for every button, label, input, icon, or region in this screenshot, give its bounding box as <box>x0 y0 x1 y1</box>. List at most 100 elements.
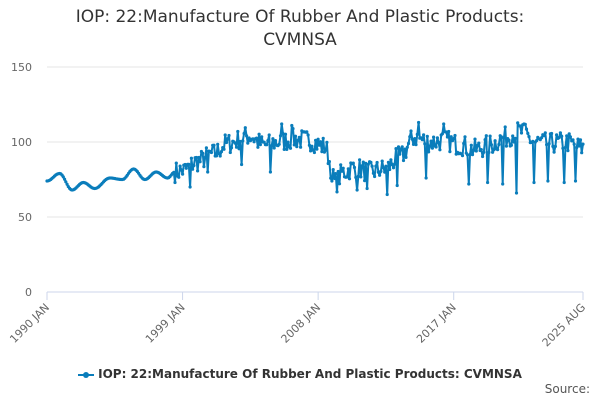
series-point <box>265 143 269 147</box>
series-point <box>63 177 67 181</box>
series-point <box>262 140 266 144</box>
series-point <box>580 151 584 155</box>
series-point <box>487 150 491 154</box>
y-axis: 0 50 100 150 <box>11 61 32 299</box>
series-point <box>365 186 369 191</box>
series-point <box>258 143 262 147</box>
series-point <box>473 137 477 141</box>
series-point <box>227 133 231 138</box>
series-point <box>560 134 564 138</box>
series-point <box>512 140 516 144</box>
chart-title-line-1: IOP: 22:Manufacture Of Rubber And Plasti… <box>75 7 525 27</box>
series-point <box>427 150 431 154</box>
series-point <box>413 137 417 141</box>
series-point <box>336 169 340 174</box>
series-point <box>477 141 481 145</box>
series-point <box>355 188 359 192</box>
series-point <box>523 122 527 126</box>
series-point <box>379 169 383 173</box>
series-point <box>567 132 571 136</box>
series-point <box>547 142 551 146</box>
chart-credits[interactable]: Source: <box>544 382 590 396</box>
series-point <box>404 155 408 159</box>
series-point <box>576 137 580 141</box>
series-point <box>476 143 480 148</box>
series-point <box>479 148 483 152</box>
series-point <box>561 146 565 150</box>
x-tick-label: 1999 JAN <box>143 301 188 346</box>
series-point <box>408 135 412 139</box>
series-point <box>346 167 350 171</box>
series-point <box>240 162 244 167</box>
series-point <box>469 143 473 147</box>
series-point <box>245 134 249 138</box>
series-point <box>271 137 275 141</box>
series-point <box>526 131 530 135</box>
series-point <box>189 156 193 160</box>
series-point <box>352 165 357 170</box>
series-point <box>550 131 554 136</box>
series-point <box>468 153 472 157</box>
series-point <box>341 166 345 170</box>
series-point <box>307 143 311 147</box>
series-point <box>482 150 486 154</box>
series-point <box>386 160 390 164</box>
series-point <box>501 182 505 186</box>
series-point <box>394 147 398 151</box>
series-point <box>527 135 531 139</box>
series-point <box>465 153 470 157</box>
series-point <box>224 140 229 145</box>
series-point <box>292 143 296 147</box>
series-point <box>335 190 339 194</box>
series-point <box>361 160 365 164</box>
series-point <box>339 163 343 167</box>
y-tick-label: 150 <box>11 61 32 74</box>
series-point <box>383 170 387 174</box>
series-point <box>486 180 490 185</box>
series-point <box>511 134 515 138</box>
series-point <box>442 122 446 126</box>
series-point <box>460 154 465 158</box>
series-point <box>417 120 421 125</box>
series-point <box>299 145 303 149</box>
legend-line-icon <box>78 370 95 380</box>
legend[interactable]: IOP: 22:Manufacture Of Rubber And Plasti… <box>0 367 600 381</box>
series-point <box>376 170 380 174</box>
series-point <box>178 164 182 168</box>
series-point <box>285 147 289 151</box>
series-point <box>573 179 578 183</box>
series-point <box>437 140 441 145</box>
series-point <box>571 138 575 142</box>
series-point <box>463 135 467 139</box>
series-point <box>366 162 370 166</box>
series-point <box>378 173 382 177</box>
series-point <box>558 131 563 135</box>
series-point <box>173 180 177 185</box>
series-point <box>196 169 200 173</box>
series-point <box>497 142 501 147</box>
series-point <box>201 151 205 155</box>
series-point <box>403 147 407 151</box>
series-point <box>562 180 566 185</box>
series-point <box>286 140 290 144</box>
series-point <box>321 136 325 140</box>
series-point <box>212 143 216 147</box>
series-point <box>423 142 427 146</box>
series-point <box>209 150 213 155</box>
series-point <box>316 137 320 141</box>
series-point <box>345 175 349 179</box>
series-point <box>267 133 271 137</box>
series-point <box>467 182 471 186</box>
legend-label: IOP: 22:Manufacture Of Rubber And Plasti… <box>98 367 522 381</box>
series-point <box>206 170 210 174</box>
series-point <box>381 166 385 170</box>
series-point <box>305 130 309 134</box>
series-point <box>295 145 299 149</box>
series-point <box>283 132 288 136</box>
series-point <box>375 160 379 165</box>
series-point <box>385 192 389 197</box>
series-point <box>504 144 508 148</box>
series-point <box>546 179 550 183</box>
series-point <box>438 148 442 152</box>
